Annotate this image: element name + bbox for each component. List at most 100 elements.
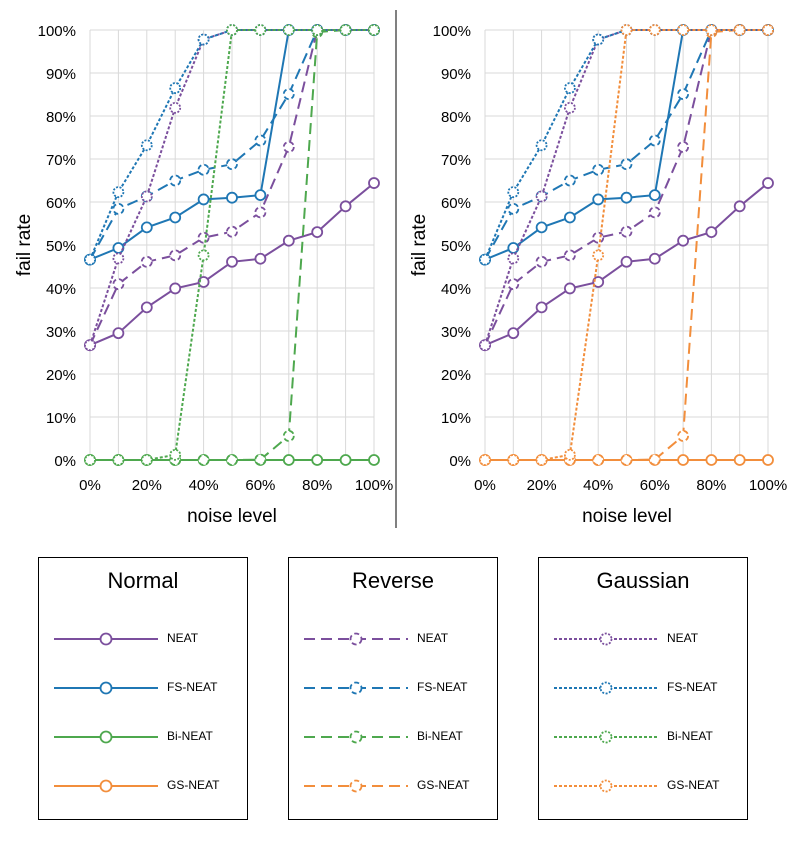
data-point-fs-neat-normal	[592, 193, 605, 206]
legend-swatch	[554, 730, 658, 744]
data-point-fs-neat-reverse	[226, 158, 238, 171]
legend-item: NEAT	[39, 629, 247, 649]
data-point-gs-neat-gaussian	[733, 24, 746, 36]
legend-item: NEAT	[539, 629, 747, 649]
data-point-neat-reverse	[677, 141, 689, 153]
y-tick-label: 70%	[46, 152, 76, 169]
data-point-bi-neat-gaussian	[112, 454, 125, 466]
data-point-fs-neat-gaussian	[112, 186, 125, 199]
legend-swatch	[304, 730, 408, 744]
data-point-neat-normal	[705, 226, 718, 239]
legend-label: NEAT	[667, 631, 699, 645]
y-tick-label: 10%	[46, 410, 76, 427]
x-tick-label: 60%	[640, 477, 670, 494]
x-axis-label: noise level	[187, 506, 277, 527]
data-point-neat-normal	[140, 301, 153, 314]
data-point-bi-neat-gaussian	[140, 454, 153, 466]
legend-box-gaussian: Gaussian NEAT FS-NEAT Bi-NEAT GS-NEAT	[538, 557, 748, 820]
data-point-neat-normal	[169, 282, 182, 295]
data-point-fs-neat-gaussian	[479, 253, 491, 266]
data-point-bi-neat-gaussian	[169, 448, 182, 461]
data-point-neat-normal	[311, 226, 324, 239]
chart-panel-right: 0% 10% 20% 30% 40% 50% 60% 70% 80% 90% 100% 0% 20% 40…	[409, 23, 787, 527]
y-tick-label: 40%	[441, 281, 471, 298]
y-tick-label: 90%	[441, 66, 471, 83]
data-point-neat-gaussian	[507, 252, 520, 265]
legend-swatch	[554, 779, 658, 793]
y-tick-label: 90%	[46, 66, 76, 83]
y-tick-label: 80%	[441, 109, 471, 126]
legend-title: Reverse	[352, 568, 434, 593]
legend-item: Bi-NEAT	[39, 727, 247, 747]
data-point-bi-neat-gaussian	[311, 24, 324, 36]
y-tick-label: 10%	[441, 410, 471, 427]
data-point-bi-neat-gaussian	[254, 24, 267, 36]
y-tick-label: 60%	[441, 195, 471, 212]
data-point-gs-neat-normal	[733, 454, 746, 466]
data-point-fs-neat-gaussian	[535, 139, 548, 152]
data-point-gs-neat-normal	[677, 454, 689, 466]
legend-label: Bi-NEAT	[167, 729, 213, 743]
data-point-fs-neat-normal	[226, 191, 238, 204]
data-point-fs-neat-normal	[197, 193, 210, 206]
y-tick-label: 30%	[46, 324, 76, 341]
data-point-neat-normal	[339, 200, 352, 213]
data-point-neat-normal	[226, 255, 238, 268]
data-point-gs-neat-gaussian	[677, 24, 689, 36]
data-point-gs-neat-normal	[762, 454, 774, 466]
y-tick-label: 60%	[46, 195, 76, 212]
data-point-neat-normal	[282, 234, 295, 247]
data-point-neat-reverse	[254, 206, 267, 219]
x-tick-label: 80%	[302, 477, 332, 494]
data-point-fs-neat-reverse	[620, 158, 633, 171]
legend-item: FS-NEAT	[539, 678, 747, 698]
data-point-fs-neat-reverse	[197, 163, 210, 176]
data-point-fs-neat-reverse	[564, 174, 576, 187]
series-line-gs-neat-gaussian	[485, 29, 768, 461]
data-point-fs-neat-normal	[535, 221, 548, 234]
legend-item: GS-NEAT	[539, 776, 747, 796]
data-point-neat-reverse	[282, 141, 295, 153]
data-point-neat-normal	[762, 177, 774, 189]
data-point-neat-reverse	[140, 255, 153, 268]
data-point-neat-reverse	[535, 255, 548, 268]
data-point-fs-neat-normal	[620, 191, 633, 204]
data-point-gs-neat-gaussian	[648, 24, 661, 36]
data-point-fs-neat-gaussian	[84, 253, 96, 266]
data-point-neat-gaussian	[479, 339, 491, 352]
data-point-gs-neat-gaussian	[620, 24, 633, 36]
legend-label: NEAT	[417, 631, 449, 645]
data-point-fs-neat-reverse	[112, 202, 125, 215]
legend-label: Bi-NEAT	[667, 729, 713, 743]
charts-area: 0% 10% 20% 30% 40% 50% 60% 70% 80% 90% 100% 0% 20% 40…	[14, 10, 787, 528]
legend-label: NEAT	[167, 631, 199, 645]
data-point-fs-neat-reverse	[677, 88, 689, 100]
data-point-neat-gaussian	[535, 190, 548, 203]
y-tick-label: 70%	[441, 152, 471, 169]
series-line-bi-neat-gaussian	[90, 29, 374, 461]
data-point-gs-neat-gaussian	[479, 454, 491, 466]
data-point-neat-normal	[535, 301, 548, 314]
y-axis-label: fail rate	[409, 214, 430, 276]
legend-item: FS-NEAT	[289, 678, 497, 698]
y-tick-label: 50%	[441, 238, 471, 255]
data-point-gs-neat-normal	[705, 454, 718, 466]
data-point-gs-neat-gaussian	[762, 24, 774, 36]
legend-item: FS-NEAT	[39, 678, 247, 698]
data-point-gs-neat-gaussian	[507, 454, 520, 466]
chart-panel-left: 0% 10% 20% 30% 40% 50% 60% 70% 80% 90% 100% 0% 20% 40…	[14, 23, 393, 527]
data-point-neat-reverse	[197, 231, 210, 244]
x-tick-label: 100%	[355, 477, 393, 494]
legend-title: Gaussian	[596, 568, 690, 593]
data-point-gs-neat-reverse	[648, 453, 661, 466]
x-tick-label: 100%	[749, 477, 787, 494]
data-point-neat-reverse	[169, 249, 182, 262]
data-point-fs-neat-reverse	[592, 163, 605, 176]
data-point-fs-neat-normal	[254, 189, 267, 202]
x-tick-label: 20%	[132, 477, 162, 494]
x-tick-label: 20%	[527, 477, 557, 494]
data-point-bi-neat-reverse	[226, 454, 238, 466]
data-point-bi-neat-gaussian	[84, 454, 96, 466]
data-point-fs-neat-gaussian	[592, 33, 605, 46]
data-point-fs-neat-reverse	[254, 134, 267, 147]
